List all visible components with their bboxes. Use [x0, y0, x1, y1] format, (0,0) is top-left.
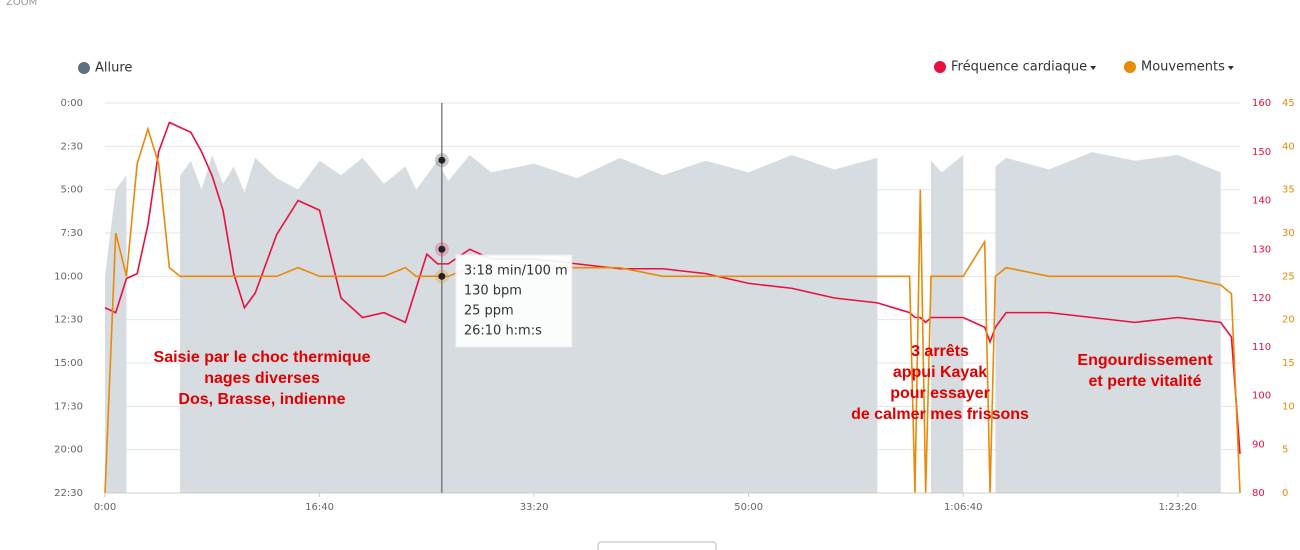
y3-tick-label: 40 [1282, 141, 1295, 152]
annotation: Dos, Brasse, indienne [178, 391, 345, 408]
y3-tick-label: 45 [1282, 98, 1295, 109]
pace-area [995, 152, 1221, 493]
y-tick-label: 7:30 [61, 228, 83, 239]
y3-tick-label: 35 [1282, 185, 1295, 196]
y-tick-label: 10:00 [54, 271, 83, 282]
legend-marker [1124, 61, 1136, 73]
legend-label[interactable]: Fréquence cardiaque [951, 60, 1087, 75]
y2-tick-label: 80 [1252, 488, 1265, 499]
annotation: 3 arrêts [911, 343, 969, 360]
x-tick-label: 0:00 [94, 502, 116, 513]
y3-tick-label: 0 [1282, 488, 1288, 499]
y-tick-label: 0:00 [61, 98, 83, 109]
x-tick-label: 1:06:40 [944, 502, 983, 513]
tooltip: 3:18 min/100 m 130 bpm 25 ppm 26:10 h:m:s [455, 254, 573, 348]
legend-caret [1227, 66, 1234, 70]
y2-tick-label: 90 [1252, 439, 1265, 450]
y2-tick-label: 150 [1252, 147, 1271, 158]
pace-area [105, 175, 127, 493]
legend: Allure Fréquence cardiaque Mouvements [78, 60, 1234, 76]
x-tick-label: 50:00 [734, 502, 763, 513]
tooltip-line: 25 ppm [464, 304, 514, 319]
annotation: Saisie par le choc thermique [154, 349, 371, 366]
y2-tick-label: 160 [1252, 98, 1271, 109]
legend-label[interactable]: Allure [95, 61, 132, 76]
y2-tick-label: 130 [1252, 244, 1271, 255]
dropdown[interactable] [597, 541, 717, 550]
annotation: de calmer mes frissons [851, 406, 1029, 423]
y3-tick-label: 20 [1282, 315, 1295, 326]
annotation: appui Kayak [893, 364, 987, 381]
legend-label[interactable]: Mouvements [1141, 60, 1225, 75]
legend-caret [1090, 66, 1097, 70]
y2-tick-label: 100 [1252, 391, 1271, 402]
y3-tick-label: 5 [1282, 445, 1288, 456]
tooltip-box [455, 254, 573, 348]
cursor-point [438, 156, 446, 164]
x-tick-label: 33:20 [520, 502, 549, 513]
y-tick-label: 15:00 [54, 358, 83, 369]
tooltip-line: 130 bpm [464, 284, 522, 299]
y2-tick-label: 120 [1252, 293, 1271, 304]
annotation: et perte vitalité [1089, 373, 1202, 390]
y-tick-label: 20:00 [54, 445, 83, 456]
legend-marker [78, 62, 90, 74]
y2-tick-label: 140 [1252, 196, 1271, 207]
y3-tick-label: 15 [1282, 358, 1295, 369]
cursor-point [438, 272, 446, 280]
tooltip-line: 26:10 h:m:s [464, 324, 542, 339]
tooltip-line: 3:18 min/100 m [464, 264, 568, 279]
y2-tick-label: 110 [1252, 342, 1271, 353]
y-tick-label: 17:30 [54, 401, 83, 412]
cursor-point [438, 245, 446, 253]
zoom-label[interactable]: ZOOM [6, 0, 37, 8]
x-tick-label: 1:23:20 [1158, 502, 1197, 513]
y-tick-label: 5:00 [61, 185, 83, 196]
y3-tick-label: 25 [1282, 271, 1295, 282]
y3-tick-label: 10 [1282, 401, 1295, 412]
y-tick-label: 2:30 [61, 141, 83, 152]
annotation: nages diverses [204, 370, 320, 387]
y-tick-label: 12:30 [54, 315, 83, 326]
annotation: pour essayer [890, 385, 990, 402]
x-tick-label: 16:40 [305, 502, 334, 513]
y3-tick-label: 30 [1282, 228, 1295, 239]
annotation: Engourdissement [1077, 352, 1213, 369]
pace-area [931, 155, 964, 493]
y-tick-label: 22:30 [54, 488, 83, 499]
legend-marker [934, 61, 946, 73]
